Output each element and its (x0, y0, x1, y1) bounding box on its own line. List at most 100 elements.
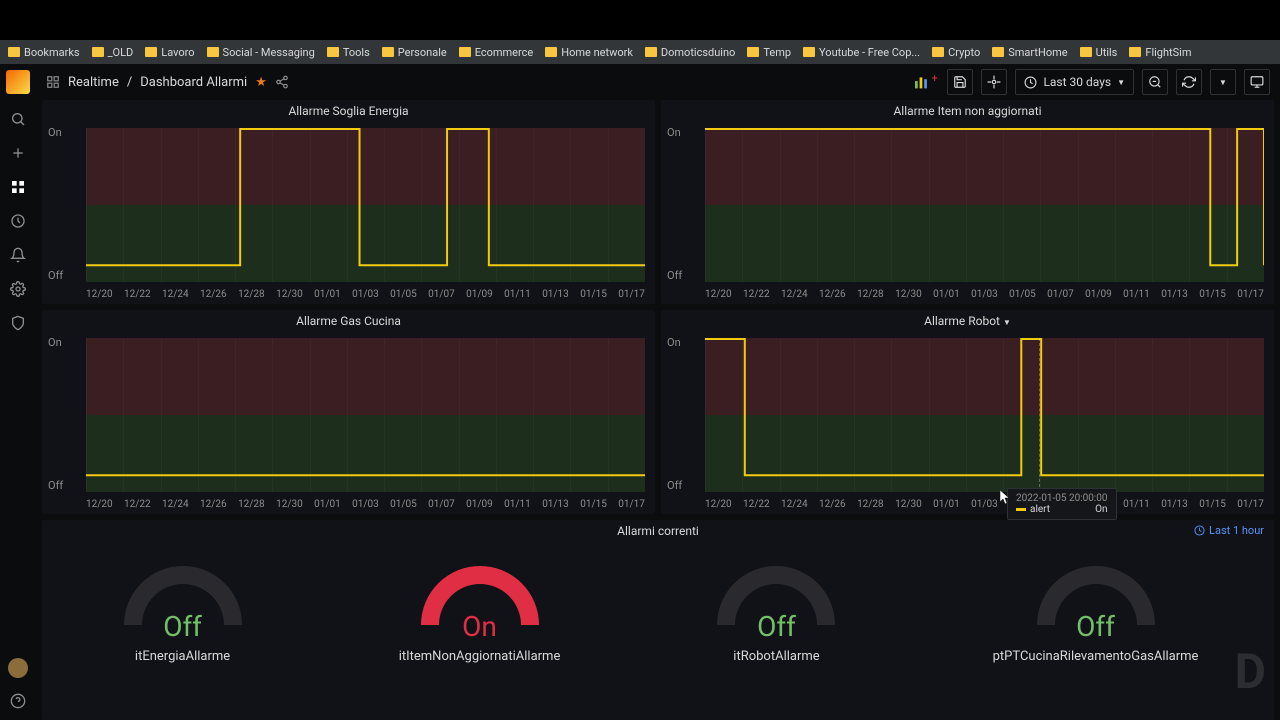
refresh-button[interactable] (1176, 69, 1202, 95)
x-axis-ticks: 12/2012/2212/2412/2612/2812/3001/0101/03… (86, 289, 645, 300)
browser-tab-strip (0, 0, 1280, 40)
bookmark-label: Youtube - Free Cop... (819, 46, 920, 59)
chart-area[interactable] (705, 338, 1264, 492)
bookmark-item[interactable]: Bookmarks (8, 46, 80, 59)
bookmark-item[interactable]: Domoticsduino (645, 46, 735, 59)
bookmark-label: Domoticsduino (661, 46, 735, 59)
watermark: D (1235, 643, 1260, 700)
y-axis-on: On (48, 336, 62, 349)
bookmark-item[interactable]: FlightSim (1129, 46, 1191, 59)
chevron-down-icon[interactable]: ▼ (1003, 318, 1011, 327)
bookmark-item[interactable]: Home network (545, 46, 633, 59)
bookmark-label: Home network (561, 46, 633, 59)
bookmark-item[interactable]: SmartHome (992, 46, 1067, 59)
grafana-logo[interactable] (6, 70, 30, 94)
alerting-icon[interactable] (9, 246, 27, 264)
chart-area[interactable] (705, 128, 1264, 282)
star-icon[interactable]: ★ (255, 75, 267, 90)
folder-icon (545, 47, 557, 57)
breadcrumb: Realtime / Dashboard Allarmi ★ (46, 75, 289, 90)
y-axis-off: Off (667, 269, 682, 282)
folder-icon (92, 47, 104, 57)
settings-button[interactable] (981, 69, 1007, 95)
gauge-arc (1031, 550, 1161, 630)
folder-icon (207, 47, 219, 57)
svg-text:+: + (932, 75, 938, 85)
bookmark-item[interactable]: Ecommerce (459, 46, 534, 59)
breadcrumb-folder[interactable]: Realtime (68, 75, 119, 90)
save-button[interactable] (947, 69, 973, 95)
folder-icon (992, 47, 1004, 57)
bookmark-label: Social - Messaging (223, 46, 315, 59)
kiosk-button[interactable] (1244, 69, 1270, 95)
dashboard-icon (46, 75, 60, 89)
panel-title: Allarme Soglia Energia (42, 100, 655, 122)
y-axis-off: Off (48, 269, 63, 282)
bookmark-label: Tools (343, 46, 370, 59)
bookmark-item[interactable]: Utils (1080, 46, 1118, 59)
y-axis-off: Off (48, 479, 63, 492)
folder-icon (8, 47, 20, 57)
folder-icon (803, 47, 815, 57)
zoom-out-button[interactable] (1142, 69, 1168, 95)
share-icon[interactable] (275, 75, 289, 89)
chart-panel[interactable]: Allarme Gas Cucina On Off 12/2012/2212/2412… (42, 310, 655, 514)
admin-icon[interactable] (9, 314, 27, 332)
panel-title: Allarme Robot ▼ (661, 310, 1274, 332)
bookmark-label: Lavoro (161, 46, 194, 59)
breadcrumb-page[interactable]: Dashboard Allarmi (140, 75, 247, 90)
refresh-dropdown[interactable]: ▼ (1210, 69, 1236, 95)
bookmark-item[interactable]: Tools (327, 46, 370, 59)
folder-icon (1080, 47, 1092, 57)
chart-panel[interactable]: Allarme Item non aggiornatiOnOff12/2012/… (661, 100, 1274, 304)
bookmark-label: Crypto (948, 46, 980, 59)
folder-icon (747, 47, 759, 57)
plus-icon[interactable] (9, 144, 27, 162)
panel-time-range[interactable]: Last 1 hour (1194, 524, 1264, 537)
bookmark-label: SmartHome (1008, 46, 1067, 59)
folder-icon (145, 47, 157, 57)
tooltip-swatch (1016, 508, 1026, 511)
search-icon[interactable] (9, 110, 27, 128)
y-axis-on: On (48, 126, 62, 139)
folder-icon (459, 47, 471, 57)
folder-icon (932, 47, 944, 57)
bookmark-item[interactable]: _OLD (92, 46, 134, 59)
panel-title: Allarmi correnti (42, 520, 1274, 542)
bookmark-item[interactable]: Personale (382, 46, 447, 59)
chart-area[interactable] (86, 338, 645, 492)
bookmark-item[interactable]: Social - Messaging (207, 46, 315, 59)
time-picker[interactable]: Last 30 days ▼ (1015, 69, 1134, 95)
bookmark-item[interactable]: Youtube - Free Cop... (803, 46, 920, 59)
chart-area[interactable] (86, 128, 645, 282)
gauge-arc (711, 550, 841, 630)
bookmark-label: Personale (398, 46, 447, 59)
gauge-label: itRobotAllarme (711, 649, 841, 664)
chart-panel[interactable]: Allarme Robot ▼OnOff12/2012/2212/2412/26… (661, 310, 1274, 514)
folder-icon (645, 47, 657, 57)
bookmark-label: Bookmarks (24, 46, 80, 59)
bookmark-item[interactable]: Crypto (932, 46, 980, 59)
explore-icon[interactable] (9, 212, 27, 230)
add-panel-button[interactable]: + (913, 69, 939, 95)
time-range-label: Last 30 days (1043, 75, 1111, 89)
help-icon[interactable] (9, 692, 27, 710)
gauge-label: ptPTCucinaRilevamentoGasAllarme (993, 649, 1199, 664)
x-axis-ticks: 12/2012/2212/2412/2612/2812/3001/0101/03… (705, 499, 1264, 510)
user-avatar[interactable] (8, 658, 28, 678)
panel-title: Allarme Gas Cucina (42, 310, 655, 332)
gauge: OffptPTCucinaRilevamentoGasAllarme (993, 550, 1199, 664)
config-icon[interactable] (9, 280, 27, 298)
dashboards-icon[interactable] (9, 178, 27, 196)
gauge: OffitEnergiaAllarme (118, 550, 248, 664)
gauge-arc (118, 550, 248, 630)
gauge: OnitItemNonAggiornatiAllarme (399, 550, 561, 664)
bookmark-label: Temp (763, 46, 791, 59)
bookmark-item[interactable]: Lavoro (145, 46, 194, 59)
x-axis-ticks: 12/2012/2212/2412/2612/2812/3001/0101/03… (86, 499, 645, 510)
chart-panel[interactable]: Allarme Soglia Energia On Off 12/2012/2212/… (42, 100, 655, 304)
bookmark-label: Ecommerce (475, 46, 534, 59)
bookmark-item[interactable]: Temp (747, 46, 791, 59)
tooltip-timestamp: 2022-01-05 20:00:00 (1016, 493, 1108, 504)
gauge-label: itItemNonAggiornatiAllarme (399, 649, 561, 664)
